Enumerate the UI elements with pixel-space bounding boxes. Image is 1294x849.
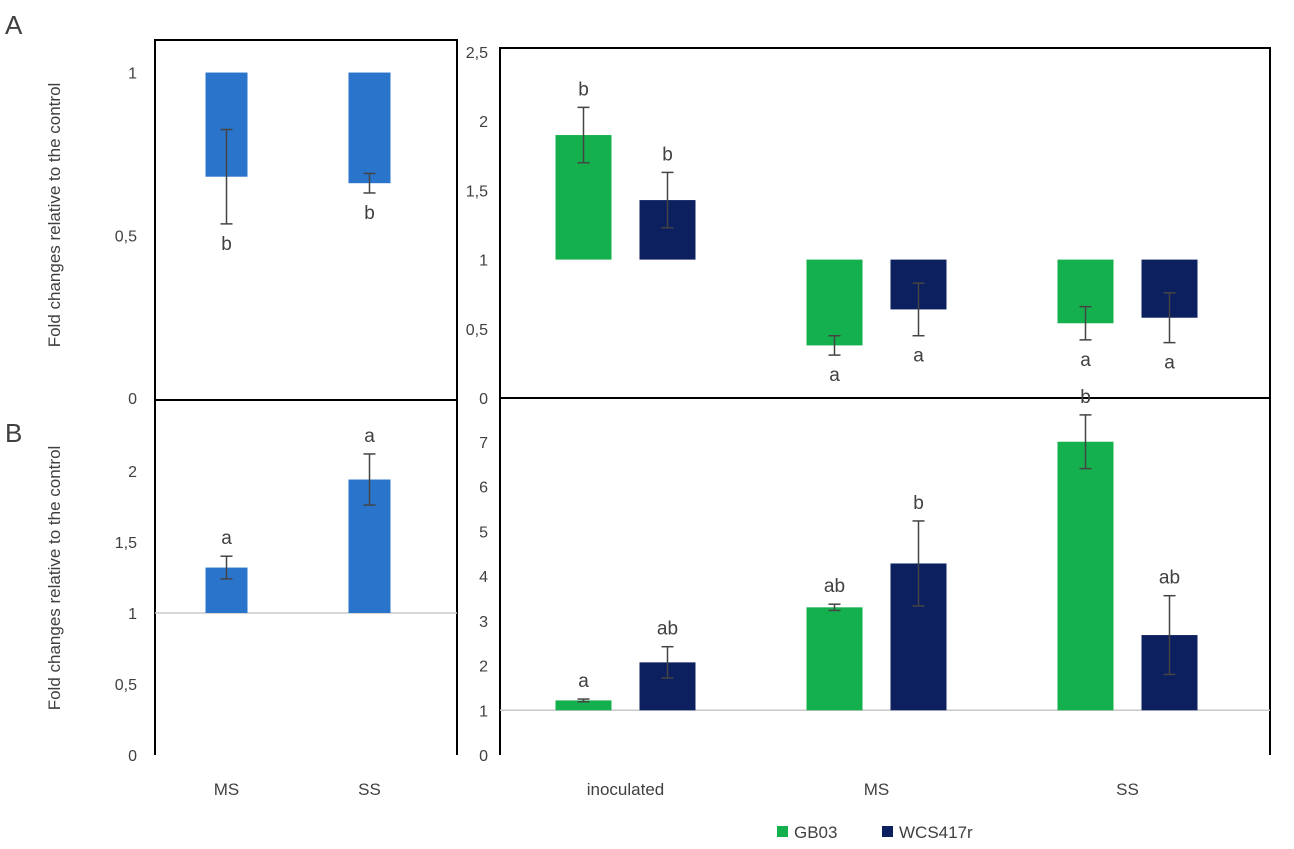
x-tick-label-b-right: inoculated xyxy=(587,780,665,799)
y-tick-label-b-right: 0 xyxy=(479,748,488,765)
plot-frame-a-left xyxy=(154,39,458,401)
y-tick-label-a-right: 2,5 xyxy=(466,45,488,62)
significance-label-b-right: ab xyxy=(657,619,678,640)
x-tick-label-b-right: MS xyxy=(864,780,890,799)
significance-label-a-right: a xyxy=(829,365,840,386)
significance-label-b-right: ab xyxy=(824,576,845,597)
y-tick-label-b-right: 6 xyxy=(479,480,488,497)
significance-label-a-left: b xyxy=(221,234,232,255)
y-tick-label-b-right: 5 xyxy=(479,524,488,541)
panel-letter-b: B xyxy=(5,418,22,448)
y-tick-label-b-right: 3 xyxy=(479,614,488,631)
y-tick-label-a-left: 1 xyxy=(128,66,137,83)
y-tick-label-b-left: 1,5 xyxy=(115,535,137,552)
y-axis-title-a: Fold changes relative to the control xyxy=(45,83,64,348)
y-tick-label-b-right: 4 xyxy=(479,569,488,586)
significance-label-a-right: a xyxy=(1164,353,1175,374)
significance-label-b-right: b xyxy=(913,493,924,514)
y-tick-label-a-right: 1,5 xyxy=(466,183,488,200)
significance-label-b-right: a xyxy=(578,671,589,692)
plot-frame-a-right xyxy=(499,47,1271,399)
significance-label-b-right: b xyxy=(1080,387,1091,408)
bar-b-right xyxy=(806,607,863,711)
x-tick-label-b-right: SS xyxy=(1116,780,1139,799)
legend: GB03 WCS417r xyxy=(777,823,973,842)
plot-area-b-left xyxy=(155,400,457,755)
y-tick-label-b-left: 0 xyxy=(128,748,137,765)
y-tick-label-b-right: 7 xyxy=(479,435,488,452)
panel-letter-a: A xyxy=(5,10,23,40)
legend-swatch-gb03 xyxy=(777,826,788,837)
y-tick-label-b-right: 2 xyxy=(479,659,488,676)
legend-label-gb03: GB03 xyxy=(794,823,837,842)
bar-a-left xyxy=(348,72,391,184)
significance-label-b-left: a xyxy=(221,528,232,549)
significance-label-a-right: b xyxy=(578,79,589,100)
chart-b-left: 0 0,5 1 1,5 2 a MS a SS xyxy=(115,399,458,799)
x-tick-label-b-left: SS xyxy=(358,780,381,799)
y-tick-label-a-right: 0,5 xyxy=(466,322,488,339)
bar-a-right xyxy=(806,259,863,346)
significance-label-a-left: b xyxy=(364,203,375,224)
y-axis-title-b: Fold changes relative to the control xyxy=(45,446,64,711)
legend-swatch-wcs417r xyxy=(882,826,893,837)
bar-b-right xyxy=(555,700,612,711)
bar-b-right xyxy=(1057,441,1114,711)
y-tick-label-a-right: 2 xyxy=(479,114,488,131)
significance-label-b-right: ab xyxy=(1159,568,1180,589)
chart-b-right: 0 1 2 3 4 5 6 7 a ab inoculated ab b MS b ab SS xyxy=(479,387,1271,799)
significance-label-a-right: b xyxy=(662,144,673,165)
significance-label-a-right: a xyxy=(1080,350,1091,371)
x-tick-label-b-left: MS xyxy=(214,780,240,799)
y-tick-label-a-left: 0 xyxy=(128,391,137,408)
significance-label-a-right: a xyxy=(913,346,924,367)
y-tick-label-b-right: 1 xyxy=(479,703,488,720)
y-tick-label-b-left: 1 xyxy=(128,606,137,623)
y-tick-label-b-left: 0,5 xyxy=(115,677,137,694)
y-tick-label-a-right: 1 xyxy=(479,253,488,270)
legend-label-wcs417r: WCS417r xyxy=(899,823,973,842)
y-tick-label-a-left: 0,5 xyxy=(115,228,137,245)
significance-label-b-left: a xyxy=(364,426,375,447)
chart-a-left: 0 0,5 1 b b xyxy=(115,39,458,408)
y-tick-label-a-right: 0 xyxy=(479,391,488,408)
y-tick-label-b-left: 2 xyxy=(128,464,137,481)
